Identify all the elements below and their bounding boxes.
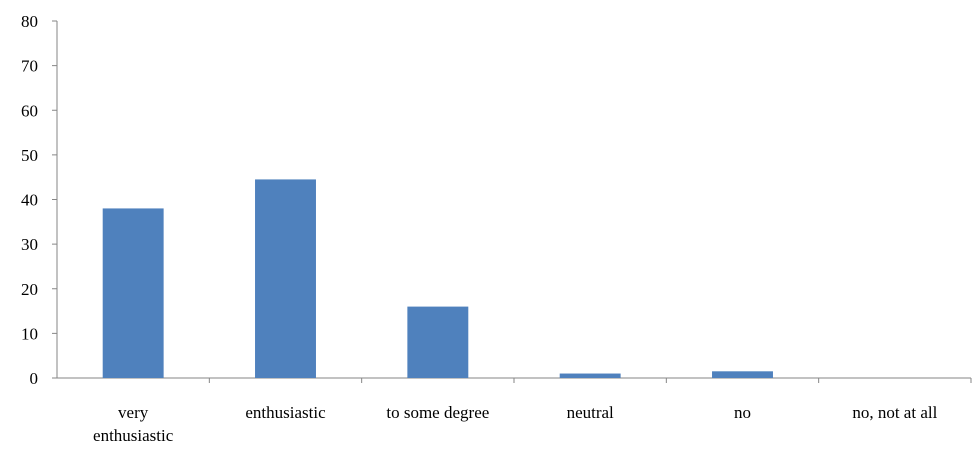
axes	[56, 21, 971, 379]
bars	[102, 179, 773, 378]
bar	[559, 373, 621, 378]
x-category-label: no, not at all	[852, 403, 937, 422]
bar	[102, 208, 164, 378]
x-category-label: neutral	[567, 403, 614, 422]
y-tick-label: 40	[21, 191, 38, 210]
bar	[712, 371, 773, 378]
y-axis-ticks: 0 10 20 30 40 50 60 70 80	[21, 12, 972, 388]
x-category-label: no	[734, 403, 751, 422]
y-tick-label: 10	[21, 324, 38, 343]
x-category-label: very enthusiastic	[93, 403, 174, 445]
bar	[255, 179, 316, 378]
y-tick-label: 50	[21, 146, 38, 165]
y-tick-label: 30	[21, 235, 38, 254]
x-category-label: to some degree	[386, 403, 489, 422]
y-tick-label: 20	[21, 280, 38, 299]
y-tick-label: 80	[21, 12, 38, 31]
y-tick-label: 0	[30, 369, 39, 388]
x-axis-categories: very enthusiastic enthusiastic to some degr…	[93, 403, 938, 445]
y-tick-label: 60	[21, 101, 38, 120]
bar	[407, 306, 469, 378]
y-tick-label: 70	[21, 57, 38, 76]
x-category-label: enthusiastic	[245, 403, 326, 422]
